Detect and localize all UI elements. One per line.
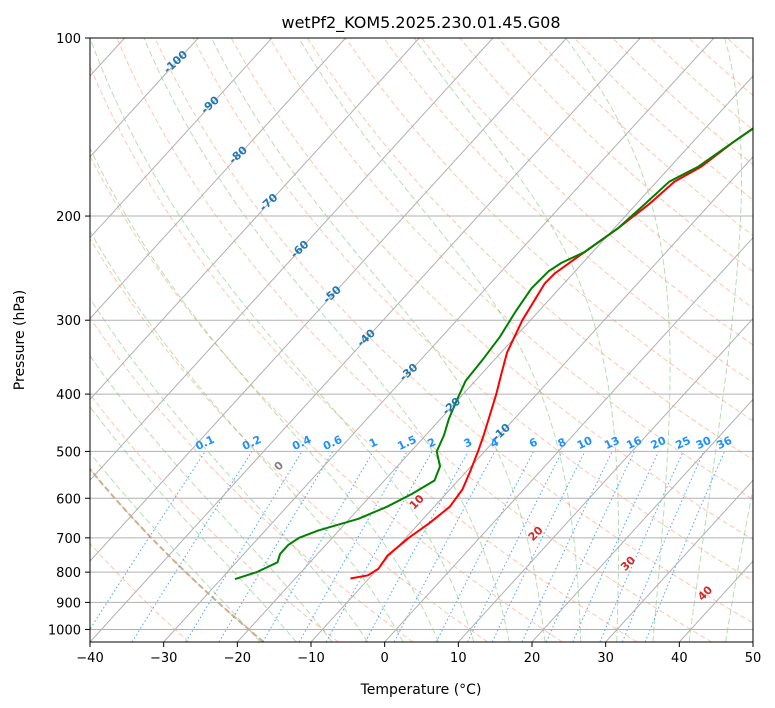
dry-adiabat-line [90, 154, 563, 642]
axes: −40 −30 −20 −10 0 10 20 30 40 50 1000 900 800 700 600 5… [48, 32, 761, 666]
moist-adiabat-line [298, 38, 582, 642]
reference-adiabat-line [90, 467, 265, 642]
y-tick-label: 300 [56, 314, 81, 329]
isotherm-gridline [90, 38, 420, 401]
isotherm-gridline [457, 317, 753, 642]
x-tick-label: 50 [745, 651, 762, 666]
y-tick-label: 900 [56, 596, 81, 611]
x-tick-label: 30 [597, 651, 614, 666]
isotherm-gridline [90, 38, 346, 320]
x-tick-label: 0 [381, 651, 389, 666]
mixing-ratio-label: 30 [694, 434, 714, 452]
y-tick-label: 600 [56, 492, 81, 507]
x-tick-label: −10 [297, 651, 324, 666]
mixing-ratio-line [185, 451, 303, 642]
x-tick-label: 40 [671, 651, 688, 666]
moist-adiabat-line [90, 230, 404, 642]
x-axis-label: Temperature (°C) [360, 682, 482, 698]
dry-adiabat-line [230, 38, 753, 541]
y-tick-label: 100 [56, 32, 81, 47]
isotherm-gridline [310, 156, 753, 642]
y-axis-label: Pressure (hPa) [12, 290, 28, 390]
isotherm-gridline [384, 236, 753, 642]
dry-adiabat-line [90, 65, 638, 642]
isotherm-gridline [90, 38, 567, 562]
mixing-ratio-line [467, 451, 563, 642]
mixing-ratio-label: 16 [624, 434, 644, 452]
mixing-ratio-label: 10 [575, 434, 595, 452]
data-lines [234, 127, 753, 581]
mixing-ratio-line [364, 451, 469, 642]
mixing-ratio-line [298, 451, 408, 642]
moist-adiabat-line [90, 297, 369, 642]
mixing-ratio-line [621, 451, 705, 642]
isotherm-gridline [90, 38, 273, 239]
dry-adiabat-line [90, 237, 488, 642]
dewpoint-profile-line [234, 127, 753, 581]
chart-title: wetPf2_KOM5.2025.230.01.45.G08 [281, 13, 560, 33]
isotherm-gridline [90, 38, 641, 642]
dry-adiabat-line [306, 38, 753, 461]
x-tick-label: −30 [150, 651, 177, 666]
y-tick-label: 400 [56, 388, 81, 403]
moist-adiabat-line [90, 38, 475, 642]
isotherm-gridline [90, 38, 199, 158]
moist-adiabat-line [143, 38, 510, 642]
y-tick-label: 200 [56, 210, 81, 225]
y-tick-label: 700 [56, 532, 81, 547]
moist-adiabat-line [211, 38, 546, 642]
x-tick-label: 10 [450, 651, 467, 666]
mixing-ratio-label: 25 [673, 434, 692, 452]
y-tick-label: 800 [56, 566, 81, 581]
dry-adiabat-line [459, 38, 753, 309]
isotherm-gridline [163, 38, 715, 642]
dry-adiabat-line [421, 38, 753, 346]
plot-frame [89, 37, 754, 643]
moist-adiabat-line [90, 147, 439, 642]
moist-adiabat-line [90, 405, 297, 642]
x-tick-label: −40 [76, 651, 103, 666]
mixing-ratio-label: 13 [602, 434, 621, 452]
x-tick-label: −20 [224, 651, 251, 666]
moist-adiabat-line [688, 38, 742, 642]
y-tick-label: 1000 [48, 623, 81, 638]
mixing-ratio-label: 20 [649, 434, 669, 452]
mixing-ratio-label: 36 [715, 434, 735, 452]
y-tick-label: 500 [56, 445, 81, 460]
mixing-ratio-line [599, 451, 684, 642]
isotherm-gridline [531, 398, 753, 642]
dry-adiabat-line [192, 38, 753, 582]
mixing-ratio-line [90, 451, 206, 631]
mixing-ratio-line [325, 451, 433, 642]
mixing-ratio-line [572, 451, 660, 642]
background-lines [90, 38, 753, 642]
dry-adiabat-line [154, 38, 753, 624]
moist-adiabat-line [413, 38, 620, 642]
isotherm-gridline [90, 38, 494, 482]
moist-adiabat-line [90, 452, 261, 642]
dry-adiabat-line [116, 38, 712, 642]
x-tick-label: 20 [524, 651, 541, 666]
isotherm-gridline [605, 479, 753, 642]
moist-adiabat-line [565, 38, 671, 642]
mixing-ratio-line [435, 451, 535, 642]
